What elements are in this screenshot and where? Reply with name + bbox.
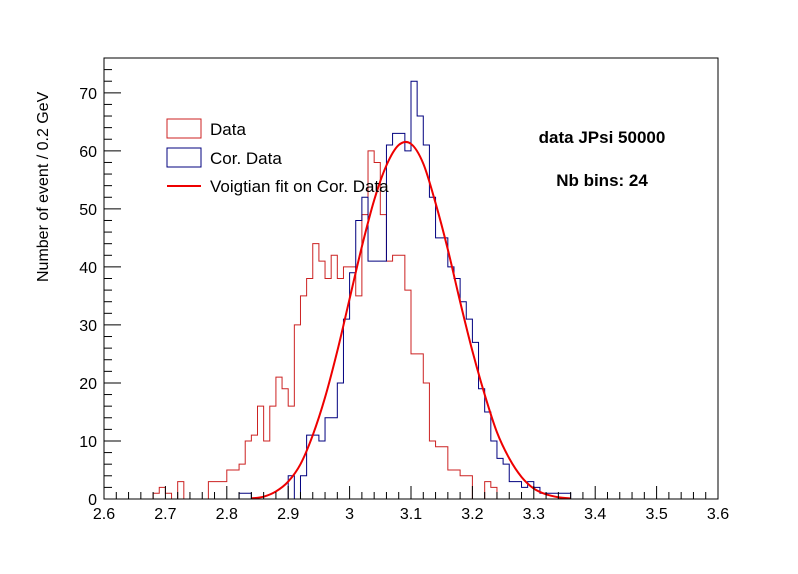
y-tick-label: 70: [79, 86, 97, 103]
x-tick-label: 2.9: [277, 506, 299, 523]
legend-label-voigtian-fit: Voigtian fit on Cor. Data: [210, 177, 389, 196]
axes-layer: 2.6 2.7 2.8 2.9 3 3.1 3.2 3.3 3.4 3.5 3.6 0 10 20 30 40…: [79, 57, 729, 523]
x-tick-label: 3.2: [461, 506, 483, 523]
legend-label-cor-data: Cor. Data: [210, 149, 282, 168]
annotation-nb-bins: Nb bins: 24: [556, 171, 648, 190]
x-tick-label: 3.6: [707, 506, 729, 523]
legend-swatch-cor-data: [166, 147, 202, 168]
y-tick-label: 40: [79, 260, 97, 277]
y-tick-label: 30: [79, 318, 97, 335]
x-tick-label: 3.1: [400, 506, 422, 523]
legend-swatch-data: [166, 118, 202, 139]
x-tick-label: 2.6: [93, 506, 115, 523]
legend-label-data: Data: [210, 120, 246, 139]
x-tick-label: 3.5: [645, 506, 667, 523]
x-tick-label: 2.7: [154, 506, 176, 523]
series-voigtian-fit-curve: [251, 140, 571, 500]
y-tick-label: 50: [79, 202, 97, 219]
y-tick-label: 0: [88, 492, 97, 509]
legend: Data Cor. Data Voigtian fit on Cor. Data: [166, 118, 389, 196]
x-tick-label: 3.4: [584, 506, 606, 523]
x-tick-label: 2.8: [216, 506, 238, 523]
x-tick-label: 3.3: [523, 506, 545, 523]
annotation-dataset: data JPsi 50000: [539, 128, 666, 147]
y-tick-label: 10: [79, 434, 97, 451]
y-tick-label: 20: [79, 376, 97, 393]
y-axis-label: Number of event / 0.2 GeV: [35, 91, 52, 282]
y-tick-label: 60: [79, 144, 97, 161]
x-tick-label: 3: [345, 506, 354, 523]
